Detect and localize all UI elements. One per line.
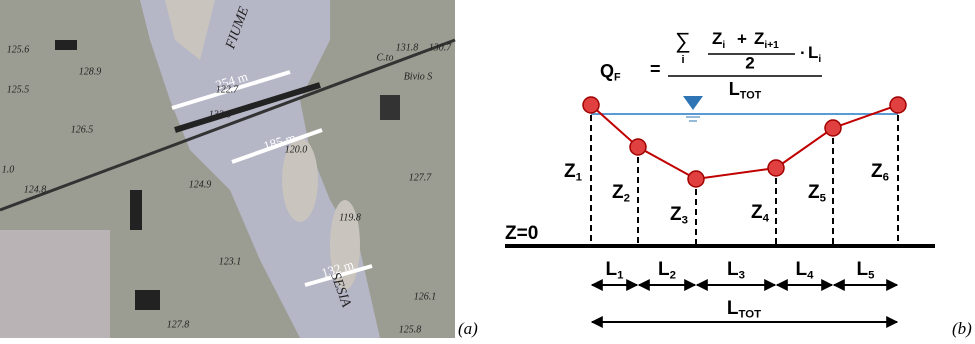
l-label-sub: 3 (739, 270, 745, 282)
survey-point (825, 120, 841, 136)
baseline-label: Z=0 (505, 223, 538, 244)
map-label: Bivio S (404, 71, 433, 82)
map-label: 127.7 (409, 172, 433, 183)
formula-lhs: QF (600, 61, 621, 84)
z-label: Z5 (808, 182, 827, 205)
l-label-main: L (727, 259, 739, 280)
building (55, 40, 77, 50)
z-label-sub: 6 (883, 172, 889, 184)
z-label-sub: 3 (682, 215, 688, 227)
map-label: 1.0 (2, 164, 15, 175)
figure: FIUMESESIA254 m185 m132 mC.toBivio S125.… (0, 0, 975, 344)
map-label: 126.5 (71, 124, 94, 135)
z-label-sub: 1 (576, 172, 583, 184)
formula-plus: + (737, 29, 747, 48)
map-label: 119.8 (339, 212, 361, 223)
formula-sum: ∑ (675, 28, 691, 53)
formula-dot: · (800, 43, 806, 62)
formula-equals: = (650, 59, 661, 79)
survey-point (890, 97, 906, 113)
panel-label: (b) (952, 319, 972, 338)
z-label-main: Z (871, 161, 883, 182)
z-label: Z4 (751, 202, 770, 225)
map (0, 0, 455, 338)
formula-weight-sub: i (818, 54, 821, 65)
survey-point (583, 97, 599, 113)
formula-lhs-main: Q (600, 61, 614, 81)
l-label: L4 (796, 259, 815, 282)
l-label: L3 (727, 259, 745, 282)
formula-denominator-main: L (729, 79, 740, 99)
z-label: Z6 (871, 161, 889, 184)
l-total: LTOT (727, 298, 761, 321)
formula-weight: Li (808, 43, 821, 64)
formula-weight-main: L (808, 43, 818, 62)
z-label: Z2 (612, 182, 630, 205)
map-label: 125.6 (7, 44, 30, 55)
formula-denominator: LTOT (729, 79, 762, 102)
formula-term-sub: i+1 (764, 40, 779, 51)
z-label-sub: 2 (624, 193, 630, 205)
formula-denominator-sub: TOT (740, 89, 762, 101)
l-label-sub: 1 (617, 270, 624, 282)
z-label-main: Z (670, 204, 682, 225)
l-label-main: L (606, 259, 618, 280)
l-label-main: L (796, 259, 808, 280)
l-label-sub: 4 (807, 270, 814, 282)
formula-half: 2 (745, 53, 754, 72)
l-label-main: L (857, 259, 869, 280)
map-label: 120.0 (285, 144, 308, 155)
map-label: 127.8 (167, 319, 190, 330)
z-label-sub: 4 (763, 213, 770, 225)
z-label-main: Z (564, 161, 576, 182)
l-label: L2 (658, 259, 676, 282)
building (380, 95, 400, 120)
z-label-main: Z (808, 182, 820, 203)
z-label-sub: 5 (820, 193, 827, 205)
formula-term-main: Z (712, 29, 722, 48)
l-label-sub: 5 (868, 270, 875, 282)
map-label: 128.9 (79, 66, 102, 77)
l-label-sub: 2 (670, 270, 676, 282)
formula-lhs-sub: F (614, 71, 621, 83)
z-label: Z1 (564, 161, 583, 184)
map-label: 124.8 (24, 184, 47, 195)
l-label-main: L (658, 259, 670, 280)
l-total-main: L (727, 298, 739, 319)
map-label: 125.5 (7, 84, 30, 95)
l-total-sub: TOT (739, 309, 762, 321)
map-label: 131.8 (396, 42, 419, 53)
formula-term-sub: i (722, 40, 725, 51)
formula-term: Zi (712, 29, 725, 50)
z-label: Z3 (670, 204, 688, 227)
map-label: 122.7 (216, 84, 240, 95)
map-label: C.to (377, 52, 394, 63)
z-label-main: Z (751, 202, 763, 223)
z-label-main: Z (612, 182, 624, 203)
formula-sum-index: i (681, 54, 684, 66)
formula-term-main: Z (754, 29, 764, 48)
l-label: L5 (857, 259, 876, 282)
water-symbol (683, 96, 703, 110)
map-label: 124.9 (189, 179, 212, 190)
map-label: 123.1 (219, 256, 242, 267)
map-label: 132.0 (209, 109, 232, 120)
map-label: 125.8 (399, 324, 422, 335)
survey-point (768, 160, 784, 176)
survey-point (630, 139, 646, 155)
formula-term: Zi+1 (754, 29, 779, 50)
built-area (0, 230, 110, 338)
l-label: L1 (606, 259, 625, 282)
map-label: 130.7 (429, 42, 453, 53)
map-label: 126.1 (414, 291, 437, 302)
survey-point (688, 171, 704, 187)
building (135, 290, 160, 310)
panel-label: (a) (458, 319, 478, 338)
building (130, 190, 142, 230)
